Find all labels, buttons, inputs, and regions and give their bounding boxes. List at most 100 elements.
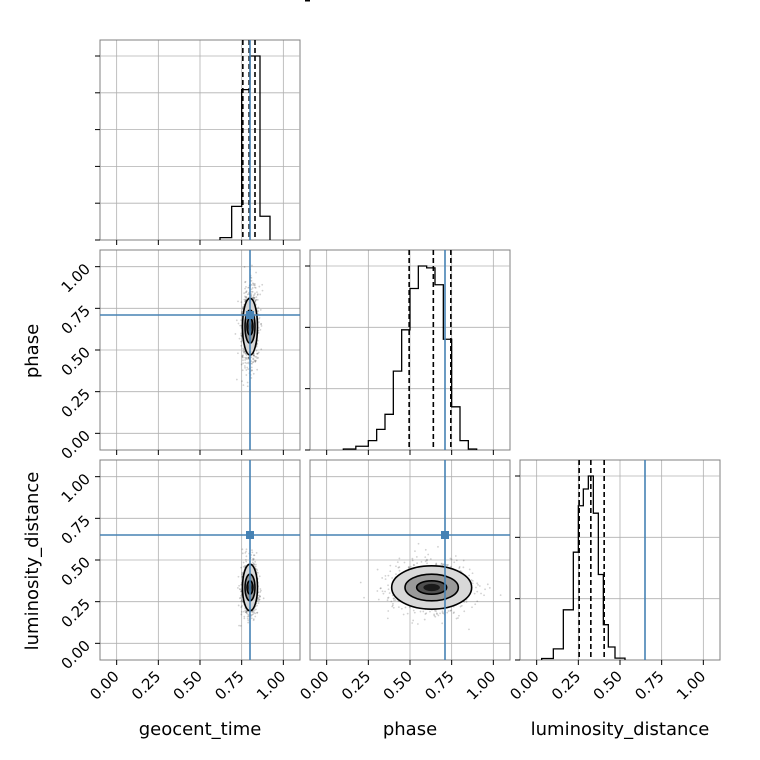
scatter-point: [436, 613, 439, 616]
scatter-point: [450, 609, 452, 612]
x-axis-label-phase: phase: [383, 719, 437, 740]
scatter-point: [423, 618, 426, 621]
scatter-point: [382, 592, 385, 595]
scatter-point: [471, 606, 473, 609]
scatter-point: [238, 584, 241, 587]
scatter-point: [387, 597, 389, 599]
histogram-bin-3: [377, 429, 385, 450]
scatter-point: [240, 613, 243, 616]
scatter-point: [244, 295, 246, 298]
scatter-point: [244, 291, 247, 294]
scatter-point: [376, 568, 379, 571]
scatter-point: [440, 562, 443, 565]
scatter-point: [250, 276, 253, 279]
scatter-point: [257, 318, 260, 320]
scatter-point: [252, 354, 255, 357]
scatter-point: [256, 339, 259, 342]
scatter-point: [424, 560, 427, 563]
scatter-point: [240, 332, 243, 335]
scatter-point: [244, 366, 246, 369]
scatter-point: [256, 604, 258, 607]
scatter-point: [256, 309, 259, 312]
scatter-point: [392, 597, 395, 600]
scatter-point: [251, 551, 254, 554]
histogram-bin-4: [385, 414, 393, 450]
scatter-point: [241, 548, 244, 551]
scatter-point: [256, 294, 259, 296]
scatter-point: [389, 570, 392, 573]
scatter-point: [243, 365, 246, 367]
scatter-point: [247, 613, 250, 616]
scatter-point: [250, 293, 253, 295]
x-axis-label-luminosity-distance: luminosity_distance: [531, 719, 710, 740]
scatter-point: [415, 556, 418, 558]
scatter-point: [455, 617, 458, 620]
scatter-point: [468, 574, 471, 577]
scatter-point: [435, 610, 437, 613]
scatter-point: [483, 594, 485, 597]
scatter-point: [251, 549, 253, 552]
scatter-point: [386, 617, 389, 620]
scatter-point: [245, 356, 248, 359]
scatter-point: [253, 563, 255, 565]
scatter-point: [252, 296, 255, 299]
scatter-point: [392, 606, 395, 609]
scatter-point: [250, 288, 253, 291]
scatter-point: [240, 590, 243, 593]
scatter-point: [449, 565, 452, 568]
scatter-point: [471, 572, 474, 575]
scatter-point: [247, 357, 250, 360]
scatter-point: [241, 354, 244, 357]
histogram-bin-2: [368, 441, 376, 450]
scatter-point: [429, 558, 432, 560]
scatter-point: [484, 588, 486, 591]
scatter-point: [254, 284, 256, 287]
scatter-point: [244, 558, 247, 561]
scatter-point: [256, 569, 258, 572]
scatter-point: [257, 306, 260, 309]
scatter-point: [412, 564, 415, 566]
histogram-luminosity-distance: 0.00 0.25 0.50 0.75 1.00: [506, 459, 721, 704]
truth-marker: [441, 531, 449, 539]
scatter-point: [411, 622, 414, 624]
scatter-point: [384, 590, 386, 593]
scatter-point: [363, 596, 365, 599]
scatter-point: [380, 587, 382, 590]
histogram-phase: [305, 249, 511, 455]
scatter-point: [246, 366, 249, 369]
y-tick-label-3: 0.75: [58, 302, 94, 338]
scatter-point: [242, 384, 245, 387]
x-tick-label-1: 0.25: [128, 667, 164, 703]
density-geocent-time-vs-luminosity-distance: 0.00 0.25 0.50 0.75 1.000.000.250.500.751.00: [58, 459, 301, 704]
scatter-point: [427, 553, 430, 556]
scatter-point: [252, 613, 255, 616]
y-tick-label-2: 0.50: [58, 553, 94, 589]
scatter-point: [244, 280, 247, 283]
contour-line-2: [415, 580, 448, 595]
scatter-point: [434, 615, 437, 618]
scatter-point: [395, 573, 397, 576]
scatter-point: [243, 617, 246, 620]
scatter-point: [441, 622, 444, 625]
scatter-point: [255, 551, 258, 554]
scatter-point: [240, 600, 243, 603]
scatter-point: [381, 590, 384, 593]
y-tick-label-4: 1.00: [58, 260, 94, 296]
scatter-point: [476, 590, 479, 593]
scatter-point: [395, 565, 397, 568]
scatter-point: [252, 610, 254, 613]
scatter-point: [251, 561, 254, 564]
scatter-point: [252, 354, 255, 357]
scatter-point: [393, 599, 396, 602]
scatter-point: [387, 588, 390, 591]
scatter-point: [236, 587, 239, 589]
scatter-point: [244, 356, 247, 359]
scatter-point: [252, 282, 254, 285]
scatter-point: [387, 610, 390, 612]
scatter-point: [251, 369, 253, 371]
y-tick-label-1: 0.25: [58, 385, 94, 421]
scatter-point: [259, 595, 261, 598]
truth-marker: [246, 531, 254, 539]
scatter-point: [253, 354, 255, 356]
